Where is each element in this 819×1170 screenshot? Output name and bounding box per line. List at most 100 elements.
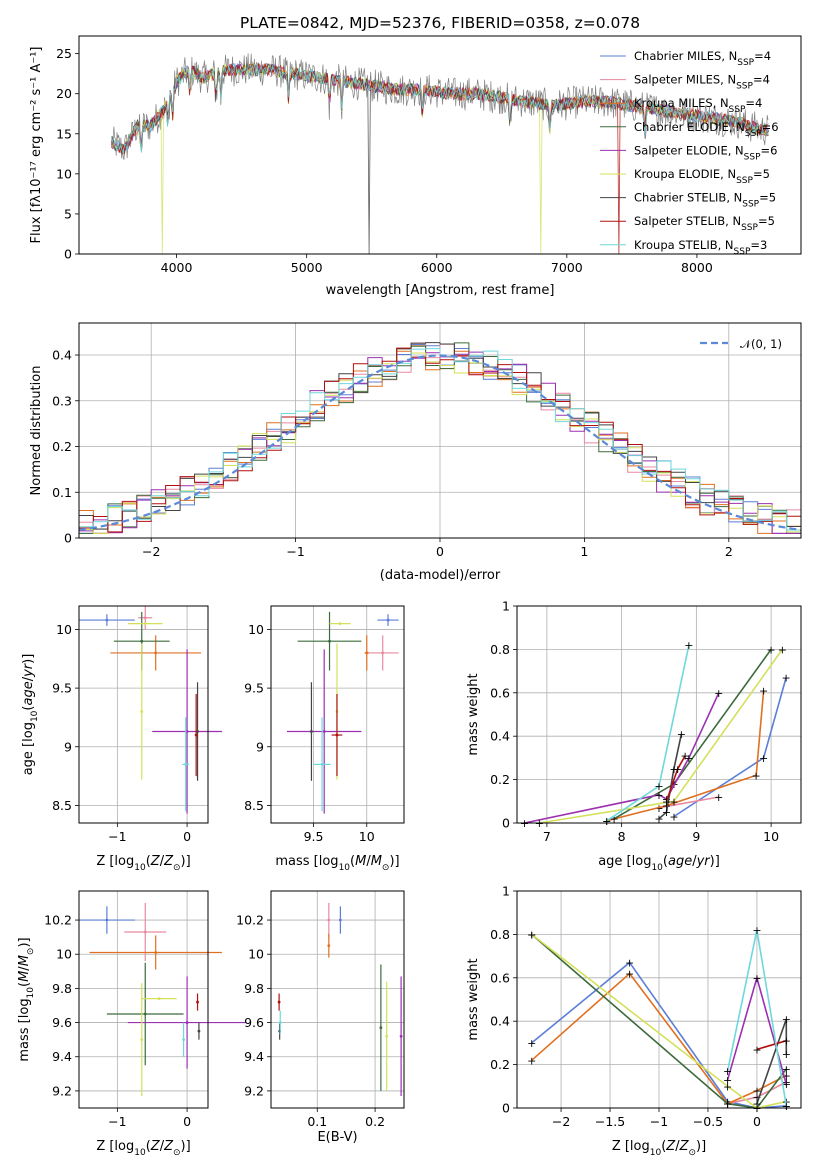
normal-curve: [78, 354, 802, 532]
label-part: mass [log: [17, 998, 32, 1061]
legend-entry: 𝒩(0, 1): [740, 337, 782, 351]
label-part: Kroupa STELIB, N: [634, 238, 734, 252]
x-tick-label: 7000: [551, 260, 583, 275]
massweight_vs_Z-frame: [516, 890, 802, 1109]
y-tick-label: 5: [64, 206, 72, 221]
data-point: [338, 918, 342, 922]
y-tick-label: 0.2: [490, 772, 510, 787]
label-part: 10: [30, 710, 40, 722]
label-part: Chabrier MILES, N: [634, 49, 737, 63]
data-point: [197, 1029, 201, 1033]
marker: +: [527, 1054, 536, 1067]
label-part: 10: [651, 863, 663, 873]
label-part: M: [355, 854, 366, 869]
label-part: /: [21, 676, 36, 681]
x-tick-label: −1.5: [595, 1114, 625, 1129]
label-part: /: [160, 854, 165, 869]
residuals-frame: [78, 322, 802, 539]
y-tick-label: 10: [248, 947, 264, 962]
mass_vs_Z-frame: [78, 890, 209, 1109]
label-part: 10: [339, 863, 351, 873]
x-tick-label: 4000: [161, 260, 193, 275]
data-point: [184, 762, 188, 766]
marker: +: [781, 672, 790, 685]
y-tick-label: 8.5: [52, 798, 72, 813]
label-part: /: [17, 966, 32, 971]
massweight_vs_age-y-label: mass weight: [466, 673, 481, 755]
y-tick-label: 10: [56, 166, 72, 181]
marker: +: [782, 1035, 791, 1048]
x-tick-label: 7: [543, 829, 551, 844]
label-part: )]: [710, 854, 720, 869]
mass_vs_Z-y-label: mass [log10(M/M⊙)]: [17, 937, 36, 1061]
marker: +: [684, 639, 693, 652]
y-tick-label: 0: [64, 247, 72, 262]
y-tick-label: 9.2: [244, 1083, 264, 1098]
data-point: [154, 651, 158, 655]
data-point: [278, 1021, 282, 1024]
marker: +: [752, 1098, 761, 1111]
data-point: [196, 730, 199, 733]
x-tick-label: 0: [183, 1114, 191, 1129]
data-point: [143, 1012, 147, 1016]
label-part: ⊙: [173, 1148, 181, 1158]
data-point: [140, 639, 144, 643]
label-part: )]: [181, 854, 191, 869]
label-part: SSP: [744, 152, 761, 162]
marker: +: [673, 763, 682, 776]
x-tick-label: 0.1: [307, 1114, 327, 1129]
marker: +: [662, 795, 671, 808]
label-part: )]: [696, 1139, 706, 1154]
label-part: Chabrier STELIB, N: [634, 191, 742, 205]
y-tick-label: 9: [256, 739, 264, 754]
marker: +: [625, 967, 634, 980]
y-tick-label: 9.4: [244, 1049, 264, 1064]
y-tick-label: 10: [248, 622, 264, 637]
data-point: [182, 1038, 185, 1042]
series-line-1: [658, 796, 719, 809]
label-part: )]: [21, 654, 36, 664]
label-part: yr: [696, 854, 712, 869]
x-tick-label: −1: [650, 1114, 668, 1129]
series-line-2: [606, 690, 765, 822]
label-part: )]: [389, 854, 399, 869]
label-part: )]: [181, 1139, 191, 1154]
marker: +: [677, 728, 686, 741]
label-part: SSP: [742, 200, 759, 210]
data-point: [154, 951, 158, 954]
label-part: age: [668, 854, 692, 869]
label-part: Z [log: [96, 1139, 134, 1154]
y-tick-label: 0.4: [52, 348, 72, 363]
label-part: mass [log: [275, 854, 338, 869]
marker: +: [723, 1080, 732, 1093]
label-part: 10: [26, 987, 36, 999]
spectrum-x-label: wavelength [Angstrom, rest frame]: [326, 283, 555, 298]
label-part: (: [17, 982, 32, 987]
x-tick-label: −1: [108, 1114, 126, 1129]
marker: +: [662, 800, 671, 813]
marker: +: [759, 685, 768, 698]
legend-entry: Chabrier STELIB, NSSP=5: [634, 191, 776, 210]
marker: +: [752, 1085, 761, 1098]
data-point: [105, 918, 109, 922]
x-tick-label: 1: [580, 544, 588, 559]
spectrum-frame: [78, 35, 802, 255]
marker: +: [782, 1100, 791, 1113]
model-line-7: [111, 63, 769, 255]
residuals-panel: −2 −1 0 1 2 0 0.1 0.2 0.3 0.4 (data-model)/error No…: [29, 322, 802, 583]
marker: +: [759, 752, 768, 765]
y-tick-label: 0.8: [490, 642, 510, 657]
label-part: =4: [753, 73, 770, 87]
y-tick-label: 0.4: [490, 1014, 510, 1029]
label-part: Z: [163, 1139, 174, 1154]
data-point: [277, 1000, 281, 1004]
series-line-0: [673, 677, 787, 818]
marker: +: [654, 780, 663, 793]
x-tick-label: −2: [552, 1114, 570, 1129]
marker: +: [714, 791, 723, 804]
data-point: [310, 730, 313, 733]
x-tick-label: 2: [725, 544, 733, 559]
y-tick-label: 25: [56, 46, 72, 61]
marker: +: [752, 769, 761, 782]
data-point: [381, 651, 385, 655]
